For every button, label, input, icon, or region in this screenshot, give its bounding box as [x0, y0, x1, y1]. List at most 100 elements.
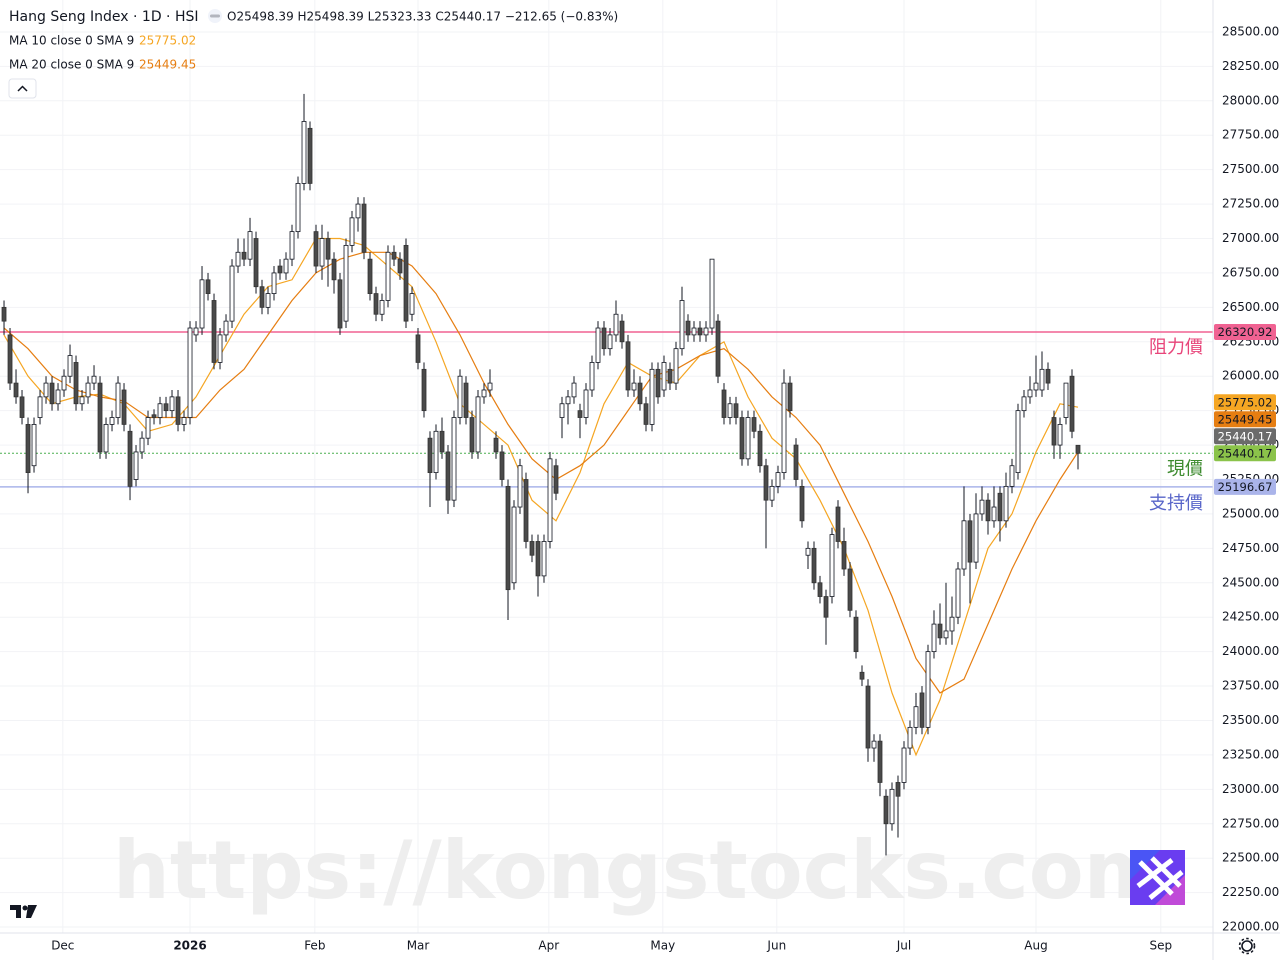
- candle-body: [727, 403, 733, 418]
- candle-body: [901, 747, 907, 783]
- symbol-title[interactable]: Hang Seng Index · 1D · HSI: [9, 9, 199, 25]
- candle-body: [1021, 396, 1027, 412]
- candle-body: [121, 389, 127, 425]
- candle-body: [325, 238, 331, 260]
- x-tick-label: Mar: [407, 939, 430, 953]
- candle-body: [757, 430, 763, 467]
- candle-body: [1069, 375, 1075, 432]
- candle-body: [913, 706, 919, 728]
- candle-body: [1015, 410, 1021, 474]
- candle-body: [295, 183, 301, 233]
- candle-body: [157, 403, 163, 418]
- candle-body: [457, 375, 463, 418]
- candle-body: [559, 403, 565, 418]
- candle-body: [13, 382, 19, 398]
- price-tags: 25196.67 25440.17 25440.17 25449.45 25775.02…: [1214, 324, 1276, 495]
- candle-body: [427, 437, 433, 474]
- ma-legend-value: 25449.45: [139, 58, 196, 72]
- candle-body: [673, 348, 679, 384]
- ma-legend-name[interactable]: MA 10 close 0 SMA 9: [9, 34, 134, 48]
- candle-body: [1045, 368, 1051, 384]
- y-tick-label: 27250.00: [1222, 197, 1279, 211]
- candle-body: [775, 472, 781, 487]
- candle-body: [829, 534, 835, 597]
- candle-body: [271, 272, 277, 294]
- y-tick-label: 25000.00: [1222, 506, 1279, 520]
- candle-body: [283, 258, 289, 274]
- y-tick-label: 27750.00: [1222, 128, 1279, 142]
- price-tag: [1214, 394, 1276, 411]
- y-tick-label: 22250.00: [1222, 885, 1279, 899]
- candle-body: [1033, 382, 1039, 391]
- price-tag-label: 25440.17: [1218, 429, 1273, 443]
- candle-body: [697, 327, 703, 336]
- ma-legend-name[interactable]: MA 20 close 0 SMA 9: [9, 58, 134, 72]
- collapse-button[interactable]: [8, 78, 37, 99]
- candle-body: [403, 244, 409, 322]
- candle-body: [415, 334, 421, 363]
- y-tick-label: 24750.00: [1222, 541, 1279, 555]
- candle-body: [805, 547, 811, 556]
- tradingview-logo[interactable]: [10, 905, 37, 918]
- candle-body: [733, 403, 739, 418]
- y-tick-label: 23250.00: [1222, 747, 1279, 761]
- candle-body: [847, 568, 853, 611]
- candle-body: [235, 251, 241, 267]
- candle-body: [445, 451, 451, 501]
- candle-body: [571, 382, 577, 398]
- candle-body: [949, 616, 955, 632]
- candle-body: [577, 410, 583, 418]
- candle-body: [529, 541, 535, 556]
- y-tick-label: 23750.00: [1222, 679, 1279, 693]
- candle-body: [793, 444, 799, 480]
- candle-body: [613, 313, 619, 336]
- candle-body: [841, 541, 847, 570]
- visibility-toggle[interactable]: [208, 9, 222, 23]
- candle-body: [343, 244, 349, 322]
- candle-body: [679, 300, 685, 350]
- y-tick-label: 26750.00: [1222, 265, 1279, 279]
- price-tag: [1214, 428, 1276, 445]
- x-tick-label: Sep: [1149, 939, 1172, 953]
- candle-body: [787, 382, 793, 412]
- candle-body: [931, 623, 937, 653]
- candle-body: [85, 382, 91, 398]
- candle-body: [877, 740, 883, 783]
- candle-body: [583, 389, 589, 418]
- candle-body: [25, 424, 31, 474]
- candle-body: [967, 520, 973, 563]
- candle-body: [685, 320, 691, 336]
- candle-body: [487, 382, 493, 391]
- x-tick-label: Dec: [51, 939, 74, 953]
- candle-body: [469, 417, 475, 453]
- candle-body: [1, 306, 7, 322]
- candle-body: [565, 396, 571, 405]
- candle-body: [193, 327, 199, 336]
- candle-body: [811, 547, 817, 584]
- candle-body: [907, 726, 913, 749]
- price-tag: [1214, 445, 1276, 462]
- candle-body: [1051, 417, 1057, 446]
- candle-body: [799, 485, 805, 522]
- candle-body: [175, 396, 181, 425]
- y-tick-label: 23000.00: [1222, 782, 1279, 796]
- candle-body: [451, 417, 457, 501]
- candle-body: [1057, 424, 1063, 446]
- price-tag: [1214, 411, 1276, 428]
- x-tick-label: Jul: [896, 939, 911, 953]
- candle-body: [919, 692, 925, 728]
- candle-body: [73, 362, 79, 405]
- price-tag: [1214, 324, 1276, 341]
- candle-body: [505, 485, 511, 591]
- site-logo: [1130, 850, 1185, 905]
- candle-body: [511, 506, 517, 584]
- level-label: 支持價: [1149, 493, 1203, 514]
- candle-body: [703, 327, 709, 336]
- candle-body: [67, 355, 73, 377]
- candle-body: [253, 238, 259, 288]
- candle-body: [19, 396, 25, 418]
- level-label: 現價: [1167, 458, 1203, 479]
- settings-button[interactable]: [1238, 937, 1256, 955]
